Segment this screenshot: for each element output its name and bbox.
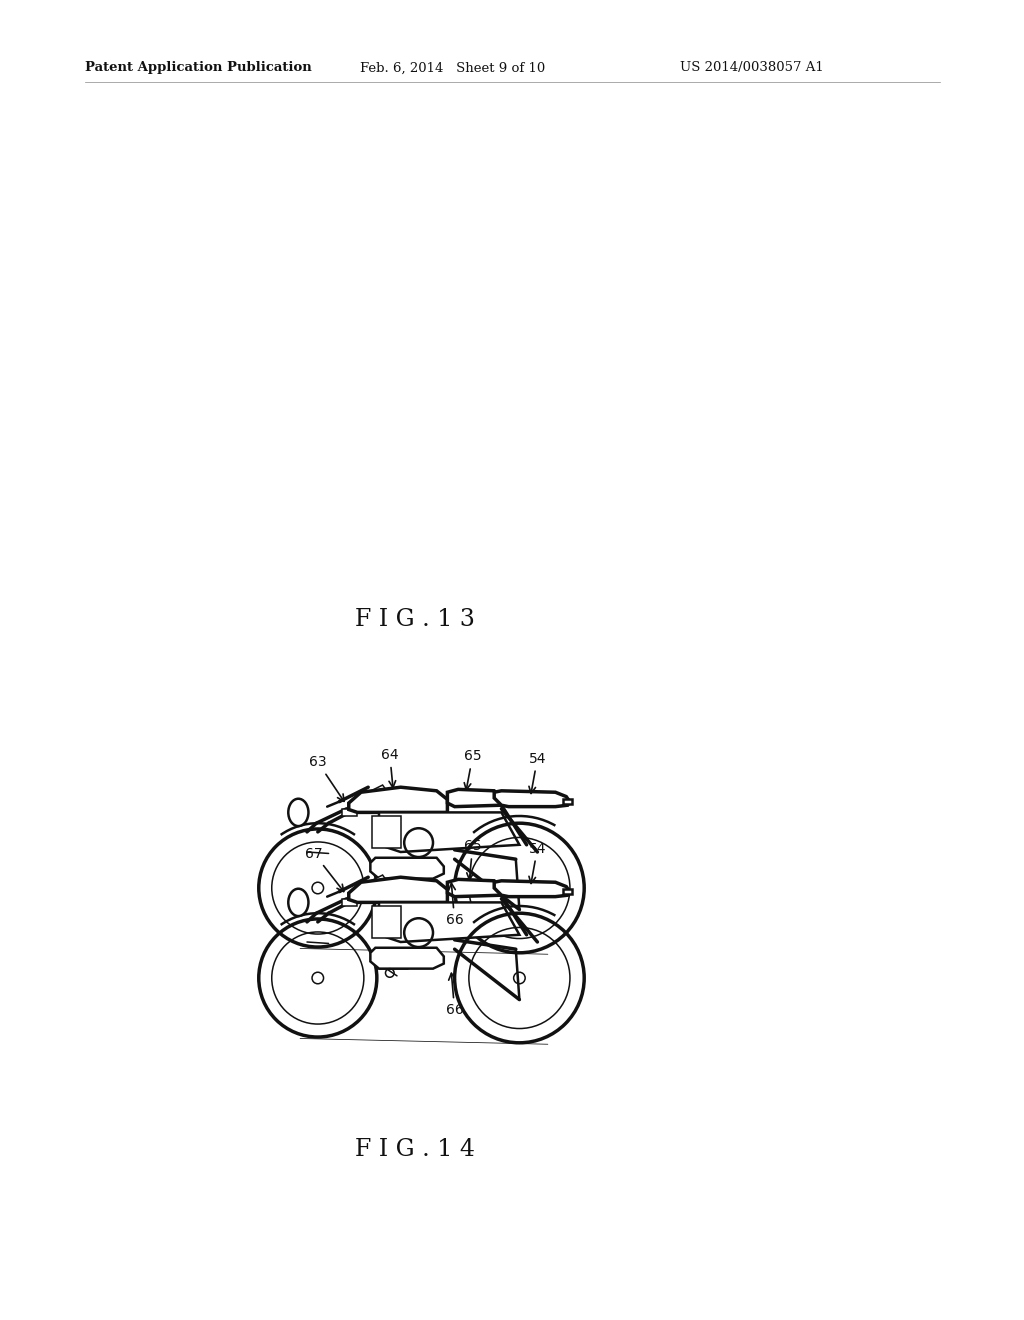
Text: F I G . 1 4: F I G . 1 4	[355, 1138, 475, 1162]
Text: 66: 66	[445, 883, 464, 927]
Text: 65: 65	[464, 840, 481, 880]
Polygon shape	[447, 789, 502, 807]
Polygon shape	[369, 875, 386, 888]
Text: Patent Application Publication: Patent Application Publication	[85, 62, 311, 74]
Polygon shape	[342, 809, 357, 816]
Text: 54: 54	[528, 842, 546, 883]
Polygon shape	[349, 787, 447, 812]
Polygon shape	[342, 899, 357, 906]
Text: 63: 63	[309, 755, 344, 801]
Text: F I G . 1 3: F I G . 1 3	[355, 609, 475, 631]
Text: 65: 65	[464, 750, 481, 789]
Polygon shape	[379, 812, 519, 851]
Text: Feb. 6, 2014   Sheet 9 of 10: Feb. 6, 2014 Sheet 9 of 10	[360, 62, 545, 74]
Polygon shape	[371, 948, 443, 969]
Polygon shape	[495, 791, 569, 807]
Polygon shape	[379, 903, 519, 942]
Ellipse shape	[289, 888, 308, 916]
Text: US 2014/0038057 A1: US 2014/0038057 A1	[680, 62, 823, 74]
Polygon shape	[562, 800, 572, 804]
Text: 54: 54	[528, 751, 546, 793]
Polygon shape	[562, 890, 572, 894]
Text: 67: 67	[305, 846, 344, 891]
Text: 66: 66	[445, 973, 464, 1018]
Text: 64: 64	[381, 748, 398, 788]
Polygon shape	[372, 906, 400, 939]
Ellipse shape	[289, 799, 308, 826]
Polygon shape	[447, 879, 502, 896]
Polygon shape	[372, 816, 400, 849]
Polygon shape	[369, 785, 386, 799]
Polygon shape	[349, 878, 447, 903]
Polygon shape	[495, 880, 569, 896]
Polygon shape	[371, 858, 443, 879]
